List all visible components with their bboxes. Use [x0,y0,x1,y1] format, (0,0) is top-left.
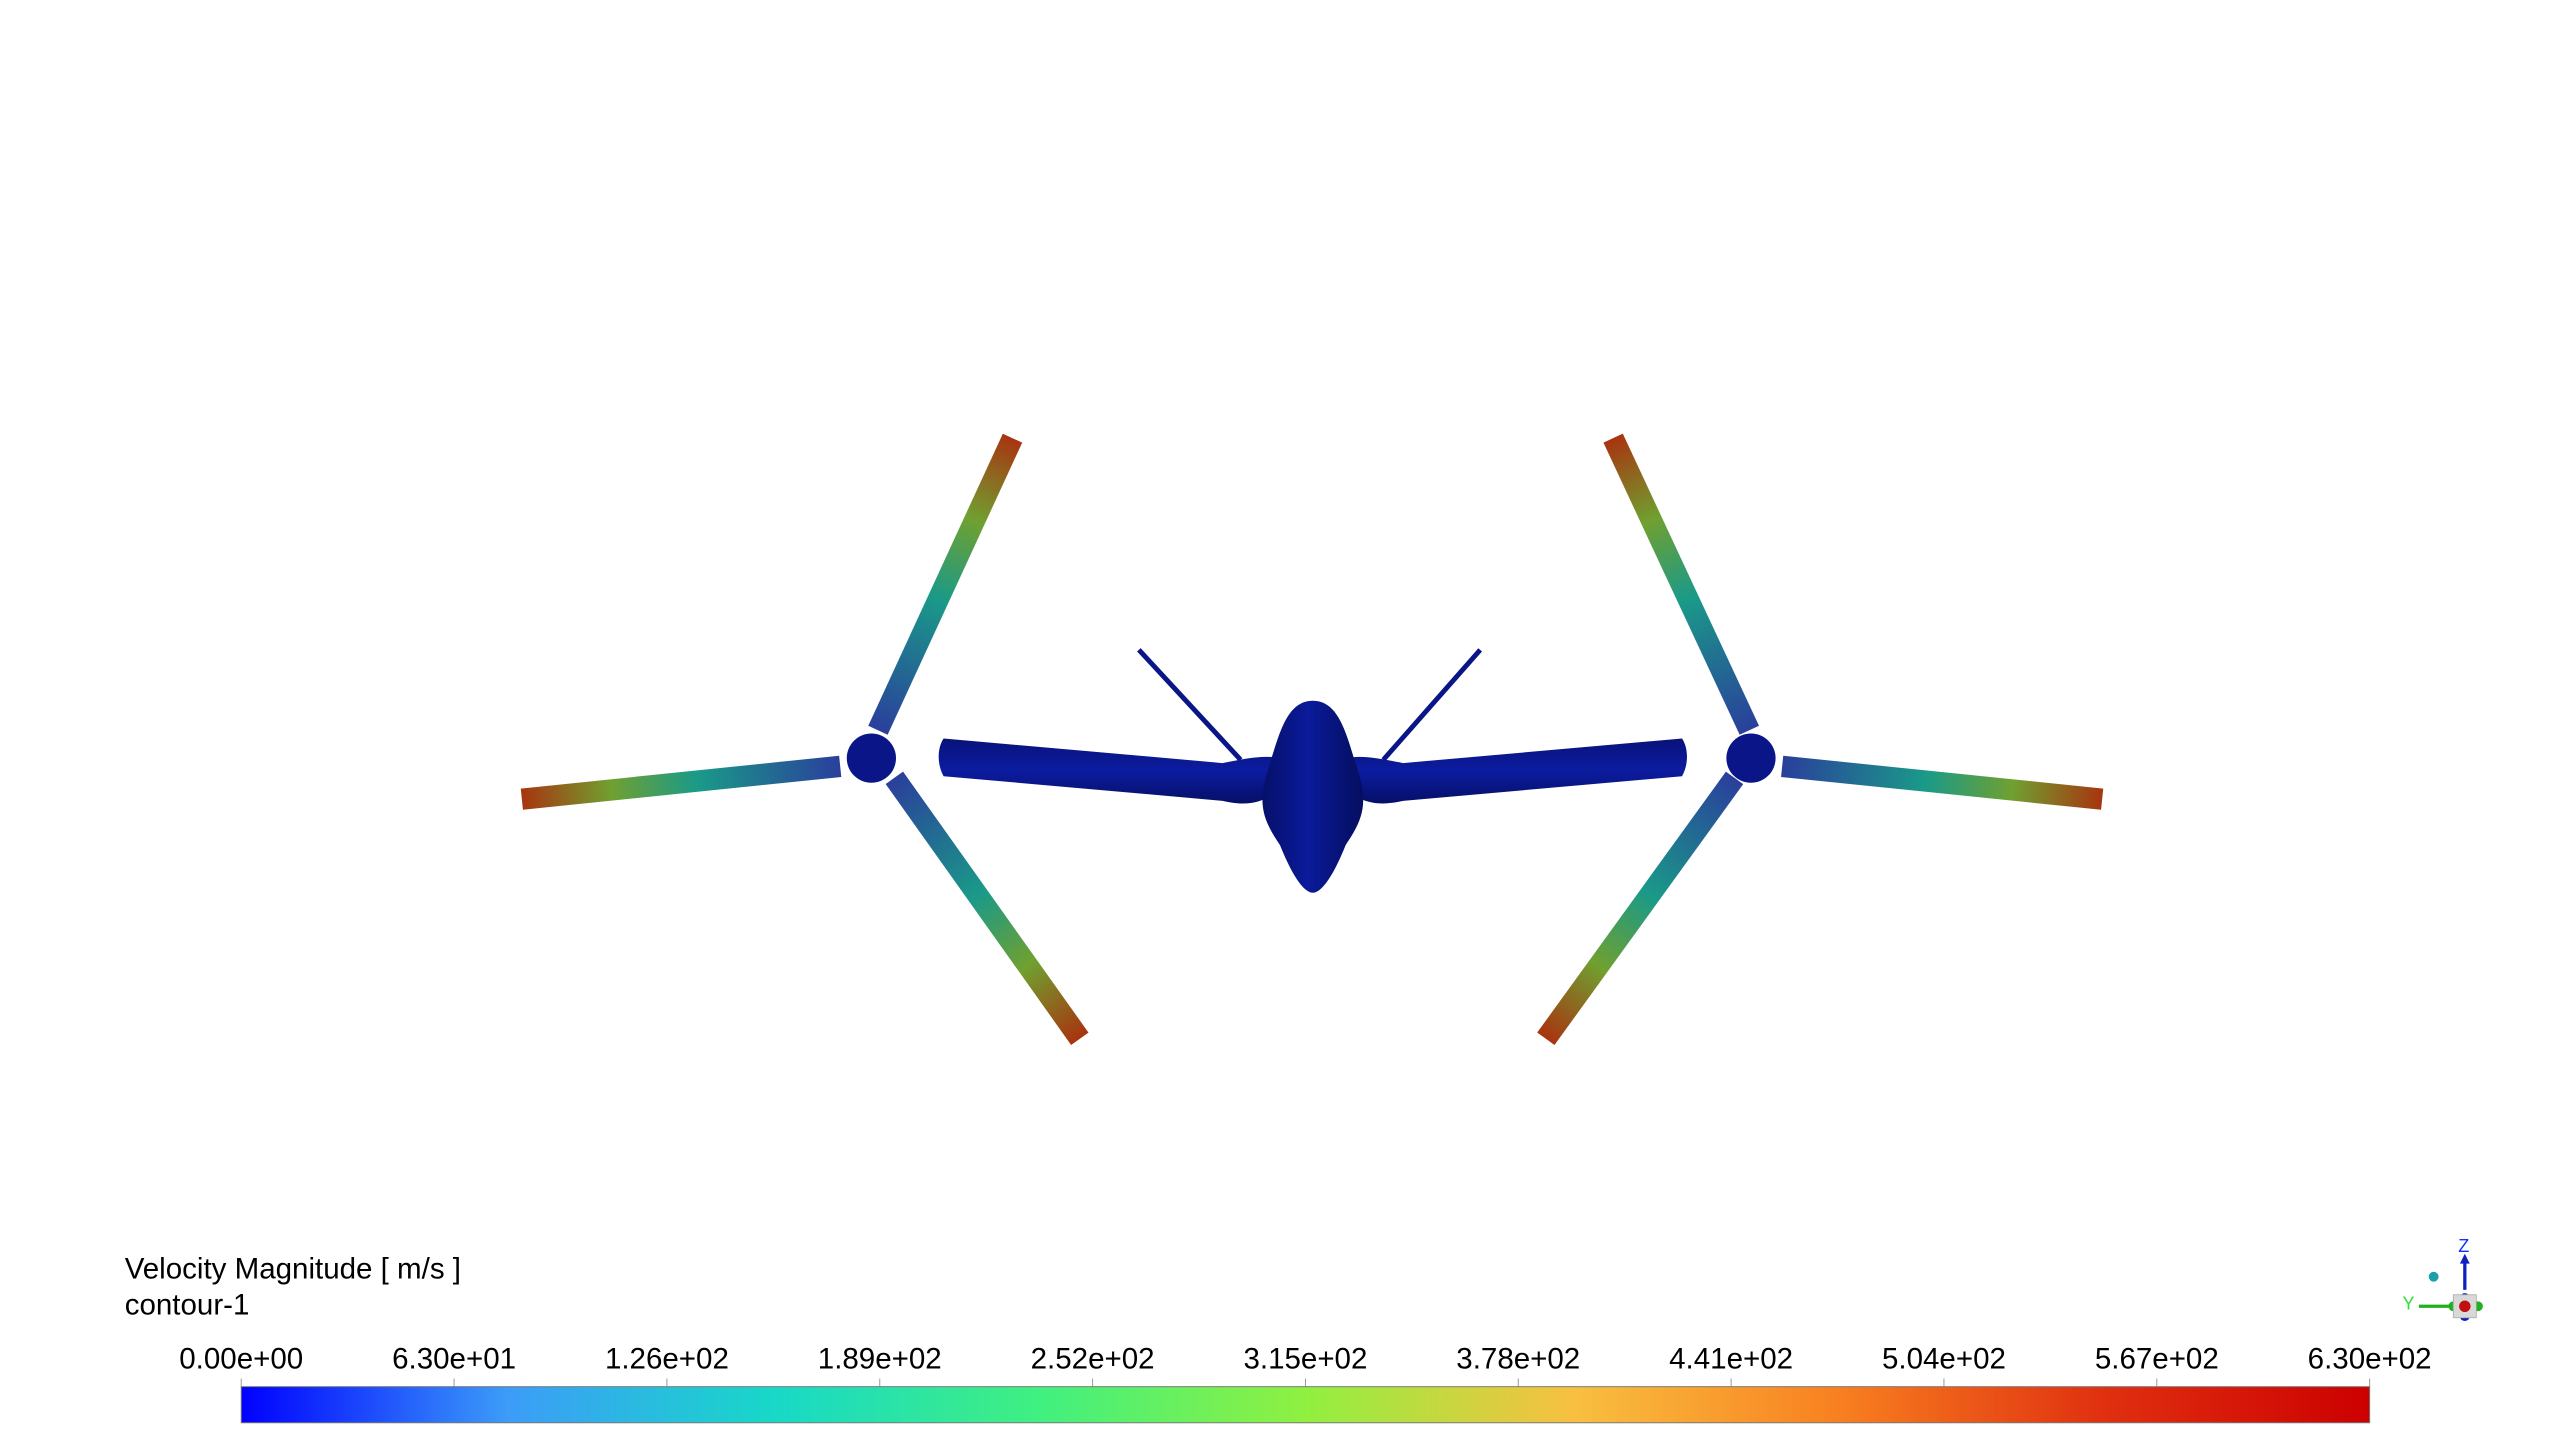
colorbar-tick-label: 6.30e+01 [392,1343,516,1376]
legend-title: Velocity Magnitude [ m/s ] [125,1252,461,1285]
legend: Velocity Magnitude [ m/s ] contour-1 0.0… [125,1252,2432,1424]
propeller-blade [1603,433,1760,735]
colorbar-tick-label: 6.30e+02 [2308,1343,2432,1376]
propeller-blade [520,755,842,810]
colorbar-tick-label: 0.00e+00 [179,1343,303,1376]
colorbar-tick-label: 5.04e+02 [1882,1343,2006,1376]
colorbar-tick-label: 4.41e+02 [1669,1343,1793,1376]
fuselage [1262,700,1364,893]
legend-subtitle: contour-1 [125,1288,250,1321]
colorbar-tick-label: 2.52e+02 [1031,1343,1155,1376]
triad-x-dot [2459,1300,2471,1312]
rotor-hub-right [1726,733,1776,783]
rotor-hub-left [846,733,896,783]
colorbar-tick-label: 5.67e+02 [2095,1343,2219,1376]
colorbar [240,1386,2371,1424]
triad-origin-dot [2428,1271,2439,1282]
drone-body [846,648,1776,893]
propeller-blades [520,433,2104,1046]
wing-right [1345,738,1687,804]
colorbar-tick-label: 3.15e+02 [1243,1343,1367,1376]
colorbar-tick-label: 3.78e+02 [1456,1343,1580,1376]
propeller-blade [1781,755,2104,810]
colorbar-tick-label: 1.26e+02 [605,1343,729,1376]
propeller-blade [885,771,1089,1045]
propeller-blade [1537,771,1744,1046]
axis-triad[interactable]: Z Y [2402,1236,2483,1322]
triad-y-label: Y [2402,1294,2414,1314]
antenna-left [1137,648,1243,762]
triad-z-label: Z [2458,1236,2469,1256]
propeller-blade [868,433,1023,735]
antenna-right [1381,648,1483,762]
colorbar-tick-label: 1.89e+02 [818,1343,942,1376]
wing-left [938,738,1280,804]
